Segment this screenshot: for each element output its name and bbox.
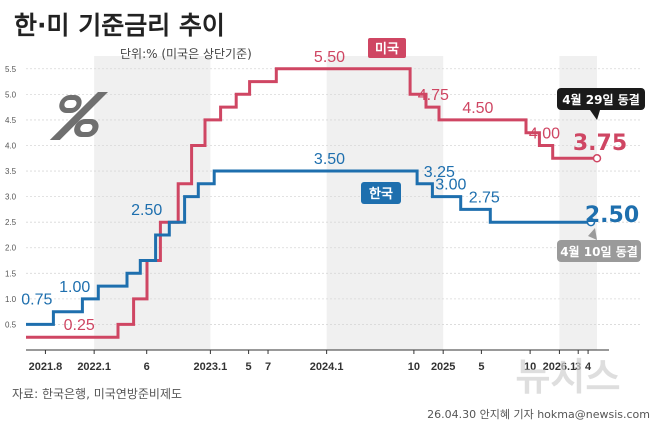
- x-tick-label: 2021.8: [29, 361, 63, 373]
- x-tick-label: 10: [524, 361, 536, 373]
- data-label: 3.25: [424, 164, 455, 181]
- y-tick-label: 3.0: [5, 193, 17, 202]
- x-tick-label: 5: [478, 361, 484, 373]
- x-tick-label: 2026.1: [543, 361, 577, 373]
- y-tick-label: 5.0: [5, 90, 17, 99]
- kr-end-point: [586, 217, 596, 227]
- us-series-name: 미국: [375, 41, 399, 57]
- y-tick-label: 2.0: [5, 244, 17, 253]
- kr-series-tag: 한국: [361, 182, 401, 204]
- kr-rate-line: [26, 169, 591, 326]
- us-end-point: [592, 154, 602, 163]
- data-label: 2.75: [469, 189, 500, 206]
- y-tick-label: 0.5: [5, 320, 17, 329]
- data-label: 2.50: [131, 202, 162, 219]
- x-tick-label: 4: [585, 361, 592, 373]
- kr-note-callout: 4월 10일 동결: [557, 228, 641, 262]
- data-label: 4.50: [462, 100, 493, 117]
- x-tick-label: 2025: [431, 361, 455, 373]
- kr-final-label: 2.50: [585, 203, 639, 228]
- chart-subtitle: 단위:% (미국은 상단기준): [120, 47, 252, 61]
- data-label: 0.25: [64, 317, 95, 334]
- y-tick-label: 3.5: [5, 167, 17, 176]
- year-band: [94, 56, 211, 350]
- data-label: 3.50: [314, 151, 345, 168]
- data-label: 1.00: [59, 279, 90, 296]
- x-tick-label: 6: [144, 361, 150, 373]
- us-final-label: 3.75: [573, 131, 627, 156]
- data-label: 5.50: [314, 49, 345, 66]
- us-note-text: 4월 29일 동결: [562, 92, 640, 107]
- data-label: 4.00: [529, 125, 560, 142]
- kr-series-name: 한국: [369, 186, 393, 202]
- percent-icon: [49, 92, 108, 140]
- y-tick-label: 4.0: [5, 141, 17, 150]
- us-series-tag: 미국: [368, 38, 406, 58]
- byline: 26.04.30 안지혜 기자 hokma@newsis.com: [427, 408, 650, 421]
- kr-note-text: 4월 10일 동결: [560, 244, 638, 259]
- data-label: 4.75: [418, 87, 449, 104]
- us-rate-line: [26, 67, 597, 339]
- source-note: 자료: 한국은행, 미국연방준비제도: [12, 386, 182, 401]
- x-tick-label: 5: [246, 361, 252, 373]
- chart-title: 한·미 기준금리 추이: [14, 11, 225, 40]
- data-label: 0.75: [21, 292, 52, 309]
- y-tick-label: 5.5: [5, 65, 17, 74]
- x-tick-label: 2022.1: [77, 361, 111, 373]
- x-tick-label: 2023.1: [194, 361, 228, 373]
- y-tick-label: 1.0: [5, 295, 17, 304]
- y-tick-label: 2.5: [5, 218, 17, 227]
- us-note-callout: 4월 29일 동결: [557, 88, 645, 120]
- x-tick-label: 10: [408, 361, 420, 373]
- x-tick-label: 2024.1: [310, 361, 344, 373]
- y-tick-label: 4.5: [5, 116, 17, 125]
- watermark: 뉴시스: [516, 355, 621, 399]
- x-tick-label: 3: [575, 361, 581, 373]
- x-tick-label: 7: [265, 361, 271, 373]
- y-tick-label: 1.5: [5, 269, 17, 278]
- data-label: 3.00: [435, 177, 466, 194]
